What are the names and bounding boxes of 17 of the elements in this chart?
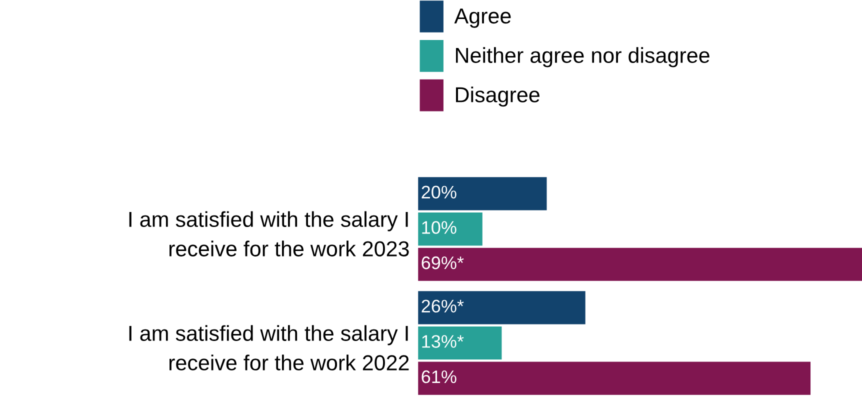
data-label: 13%* — [422, 335, 464, 348]
bar — [418, 291, 586, 324]
bar — [418, 212, 482, 246]
y-tick-label: I am satisfied with the salary I receive for the work 2023 — [129, 211, 409, 256]
legend-label: Neither agree nor disagree — [456, 47, 710, 68]
data-label: 10% — [422, 221, 456, 234]
legend-label: Disagree — [456, 86, 540, 107]
bar — [418, 248, 862, 281]
bar — [418, 362, 811, 395]
data-label: 61% — [422, 370, 456, 384]
data-label: 26%* — [422, 300, 464, 313]
y-tick-label: I am satisfied with the salary I receive for the work 2022 — [129, 325, 409, 370]
data-label: 20% — [422, 186, 456, 199]
bar — [418, 177, 547, 210]
legend-label: Agree — [454, 8, 511, 28]
bar — [418, 326, 502, 360]
data-label: 69%* — [422, 256, 464, 270]
